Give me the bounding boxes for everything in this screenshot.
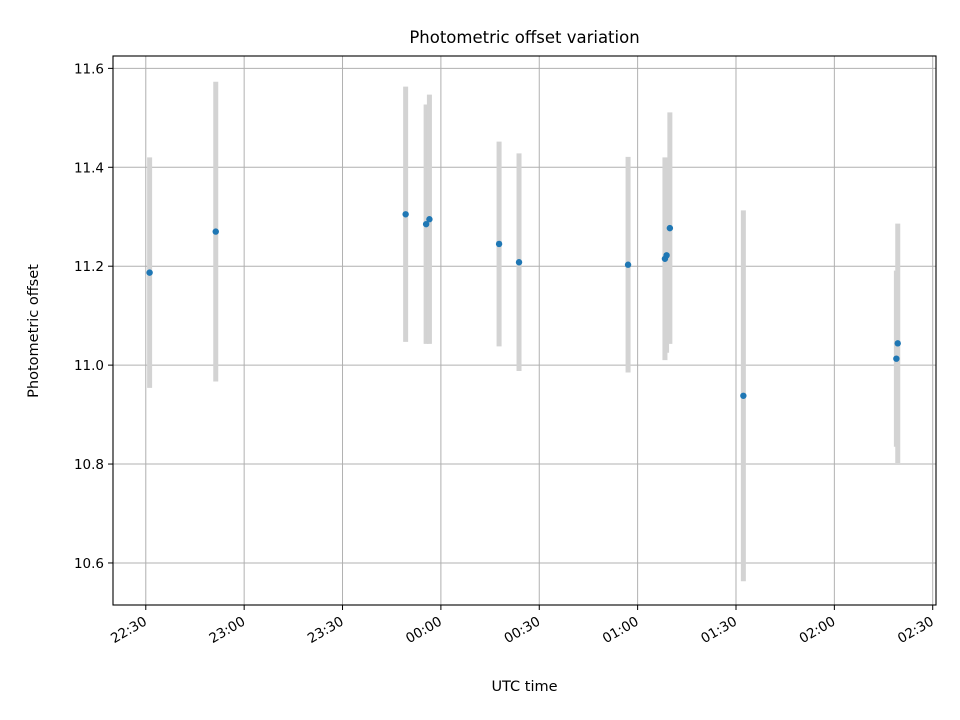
plot-frame xyxy=(112,55,937,606)
data-point xyxy=(402,211,409,218)
data-point xyxy=(422,220,430,228)
data-point xyxy=(495,240,503,248)
data-point xyxy=(663,252,670,259)
data-point xyxy=(893,355,900,362)
data-point xyxy=(212,228,219,235)
x-axis-label: UTC time xyxy=(491,679,557,695)
data-point xyxy=(740,392,747,399)
y-tick-label: 10.8 xyxy=(74,457,104,473)
y-axis-label: Photometric offset xyxy=(26,264,42,398)
chart-title: Photometric offset variation xyxy=(409,28,639,47)
data-point xyxy=(894,340,901,347)
grid-layer xyxy=(113,56,936,605)
y-tick-label: 11.2 xyxy=(74,259,104,275)
data-point xyxy=(426,216,433,223)
y-tick-label: 11.4 xyxy=(74,160,104,176)
data-point xyxy=(624,261,632,268)
data-point xyxy=(666,224,674,232)
y-tick-label: 11.6 xyxy=(74,61,104,77)
data-point xyxy=(146,269,153,276)
y-tick-label: 11.0 xyxy=(74,358,104,374)
point-layer xyxy=(146,211,901,399)
y-tick-label: 10.6 xyxy=(74,556,104,572)
data-point xyxy=(515,259,523,266)
